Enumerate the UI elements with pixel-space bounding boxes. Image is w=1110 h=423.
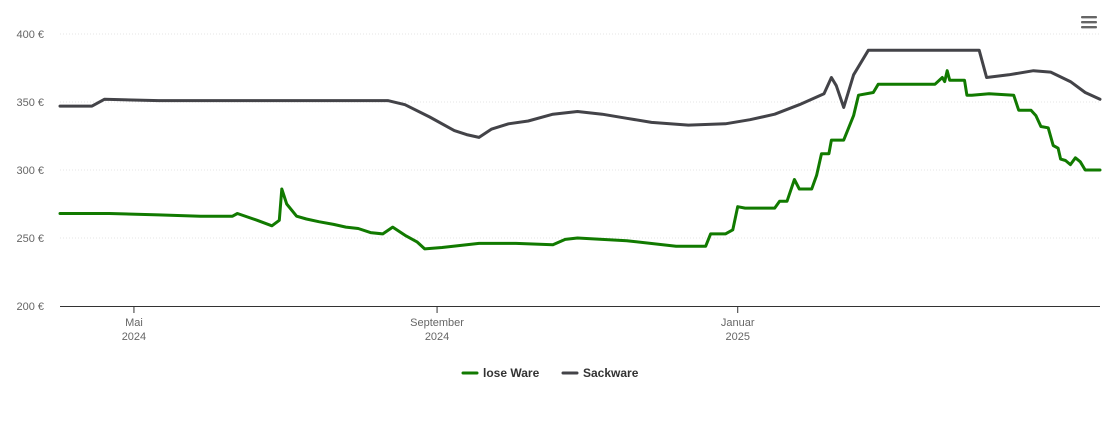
y-tick-label: 250 € (16, 233, 44, 245)
y-tick-label: 350 € (16, 97, 44, 109)
x-tick-label-month: September (410, 317, 464, 329)
x-tick-label-year: 2025 (725, 331, 749, 343)
legend: lose Ware Sackware (461, 366, 639, 380)
series-line-sackware[interactable] (58, 48, 1102, 139)
y-tick-label: 400 € (16, 29, 44, 41)
x-tick-label-year: 2024 (122, 331, 146, 343)
gridlines (60, 33, 1100, 239)
y-tick-label: 300 € (16, 165, 44, 177)
chart-menu-button[interactable] (1080, 14, 1098, 30)
hamburger-menu-icon-bar (1081, 26, 1097, 29)
axes (60, 306, 1100, 313)
legend-item-lose-ware[interactable]: lose Ware (461, 366, 540, 380)
legend-item-sackware[interactable]: Sackware (561, 366, 639, 380)
x-tick-label-year: 2024 (425, 331, 449, 343)
legend-label: Sackware (583, 366, 639, 380)
x-tick-label-month: Januar (721, 317, 755, 329)
x-tick-label-month: Mai (125, 317, 143, 329)
hamburger-menu-icon-bar (1081, 21, 1097, 24)
y-tick-label: 200 € (16, 301, 44, 313)
hamburger-menu-icon (1081, 16, 1097, 19)
series-line-lose-ware[interactable] (58, 69, 1102, 251)
legend-label: lose Ware (483, 366, 540, 380)
series-lines (58, 48, 1102, 251)
tick-labels: 200 € 250 € 300 € 350 € 400 € Mai 2024 Septembe… (16, 29, 754, 343)
